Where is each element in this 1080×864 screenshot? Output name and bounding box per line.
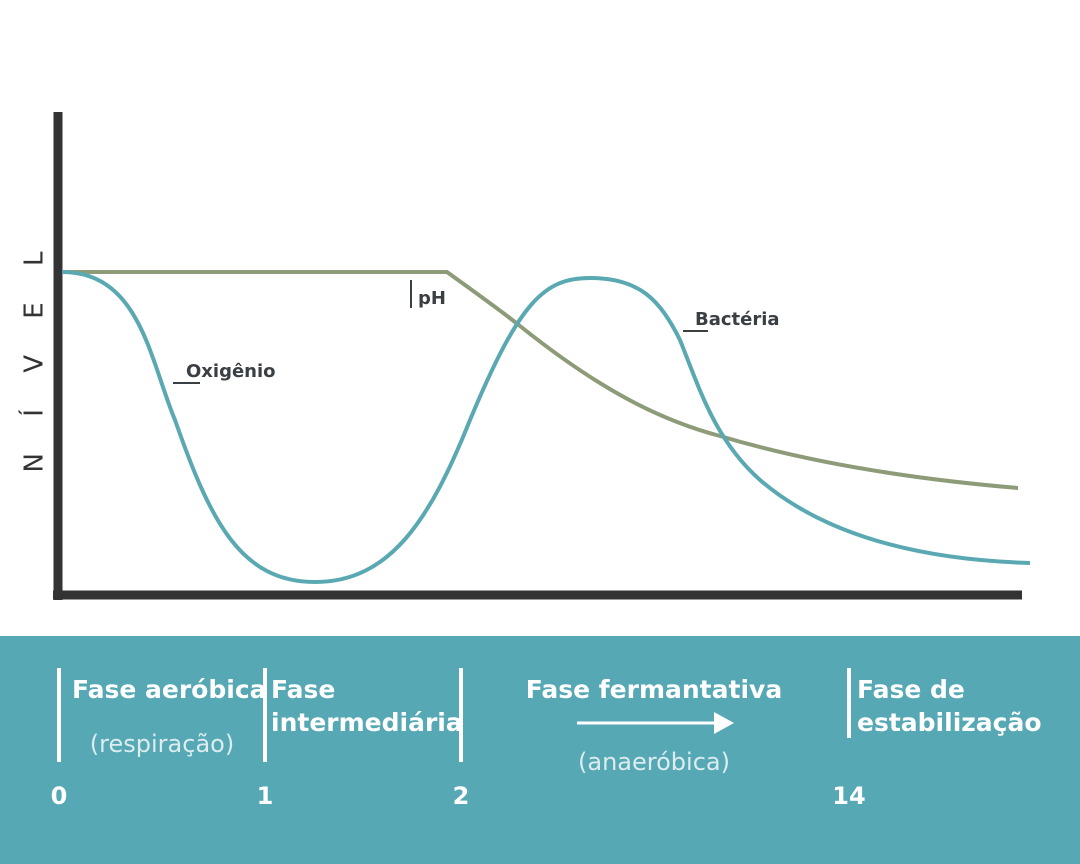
phase-title: Fase [271,675,335,704]
y-axis-label: N Í V E L [18,238,50,473]
ph-curve [62,270,1019,490]
arrow-head [714,712,734,734]
phase-title: Fase fermantativa [526,675,782,704]
phase-note: (respiração) [90,730,234,758]
phase-title: Fase de [857,675,965,704]
time-mark: 1 [257,782,274,810]
phase-title: estabilização [857,708,1042,737]
phase-band [0,636,1080,864]
time-mark: 14 [832,782,865,810]
phase-title: intermediária [271,708,463,737]
time-mark: 2 [453,782,470,810]
curve-label: Oxigênio [186,361,276,382]
phase-note: (anaeróbica) [578,748,730,776]
time-mark: 0 [51,782,68,810]
curve-label: pH [418,288,446,309]
phase-dividers [57,668,851,762]
oxygen-bacteria-curve [61,270,1031,585]
curve-label: Bactéria [695,309,780,330]
phase-title: Fase aeróbica [72,675,267,704]
